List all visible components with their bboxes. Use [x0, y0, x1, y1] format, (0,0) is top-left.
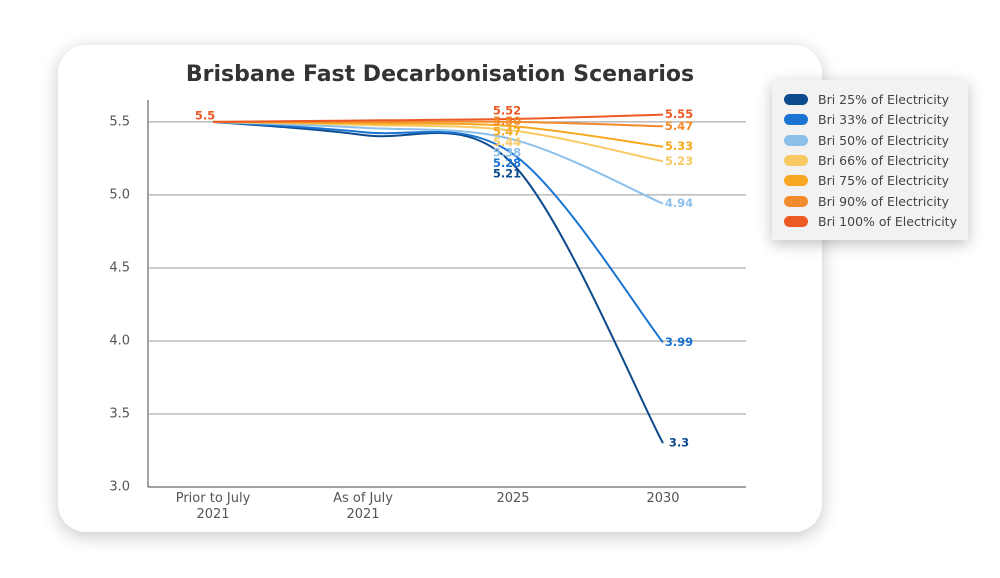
- data-label: 5.21: [493, 166, 521, 180]
- legend-item: Bri 90% of Electricity: [784, 194, 949, 209]
- data-label: 5.23: [665, 154, 693, 168]
- legend-item: Bri 50% of Electricity: [784, 133, 949, 148]
- data-label: 4.94: [665, 196, 693, 210]
- y-tick-label: 4.5: [109, 260, 130, 275]
- data-label: 3.3: [669, 436, 689, 450]
- legend-label: Bri 66% of Electricity: [818, 152, 950, 168]
- series-line: [212, 113, 664, 123]
- y-tick-label: 4.0: [109, 333, 130, 348]
- legend: Bri 25% of Electricity Bri 33% of Electri…: [772, 80, 968, 240]
- legend-swatch: [784, 215, 808, 227]
- data-label: 5.5: [195, 108, 215, 122]
- y-tick-label: 5.5: [109, 114, 130, 129]
- x-tick-label: Prior to July 2021: [175, 491, 251, 522]
- legend-item: Bri 75% of Electricity: [784, 173, 949, 188]
- y-tick-label: 3.5: [109, 406, 130, 421]
- legend-label: Bri 50% of Electricity: [818, 132, 950, 148]
- x-tick-label: As of July 2021: [333, 491, 393, 522]
- legend-label: Bri 75% of Electricity: [818, 173, 950, 189]
- legend-item: Bri 25% of Electricity: [784, 92, 949, 107]
- legend-swatch: [784, 195, 808, 207]
- data-label: 3.99: [665, 335, 693, 349]
- legend-swatch: [784, 114, 808, 126]
- legend-label: Bri 25% of Electricity: [818, 92, 950, 107]
- legend-item: Bri 33% of Electricity: [784, 112, 949, 127]
- legend-swatch: [784, 134, 808, 146]
- legend-swatch: [784, 94, 808, 105]
- data-label: 5.28: [493, 156, 521, 170]
- series-line: [212, 120, 664, 444]
- y-tick-label: 5.0: [109, 187, 130, 202]
- data-label: 5.44: [493, 135, 521, 149]
- data-label: 5.38: [493, 145, 521, 159]
- chart-title: Brisbane Fast Decarbonisation Scenarios: [186, 62, 694, 87]
- legend-label: Bri 100% of Electricity: [818, 213, 957, 229]
- x-tick-label: 2025: [496, 491, 530, 506]
- legend-swatch: [784, 175, 808, 187]
- data-label: 5.52: [493, 103, 521, 117]
- legend-label: Bri 90% of Electricity: [818, 193, 950, 209]
- x-tick-label: 2030: [646, 491, 680, 506]
- series-line: [212, 120, 664, 205]
- legend-label: Bri 33% of Electricity: [818, 112, 950, 128]
- series-line: [212, 120, 664, 344]
- data-label: 5.33: [665, 139, 693, 153]
- data-label: 5.47: [665, 119, 693, 133]
- data-label: 5.50: [493, 114, 521, 128]
- data-label: 5.47: [493, 124, 521, 138]
- legend-swatch: [784, 154, 808, 166]
- legend-item: Bri 66% of Electricity: [784, 153, 949, 168]
- legend-item: Bri 100% of Electricity: [784, 214, 957, 229]
- data-label: 5.55: [665, 107, 693, 121]
- y-tick-label: 3.0: [109, 480, 130, 495]
